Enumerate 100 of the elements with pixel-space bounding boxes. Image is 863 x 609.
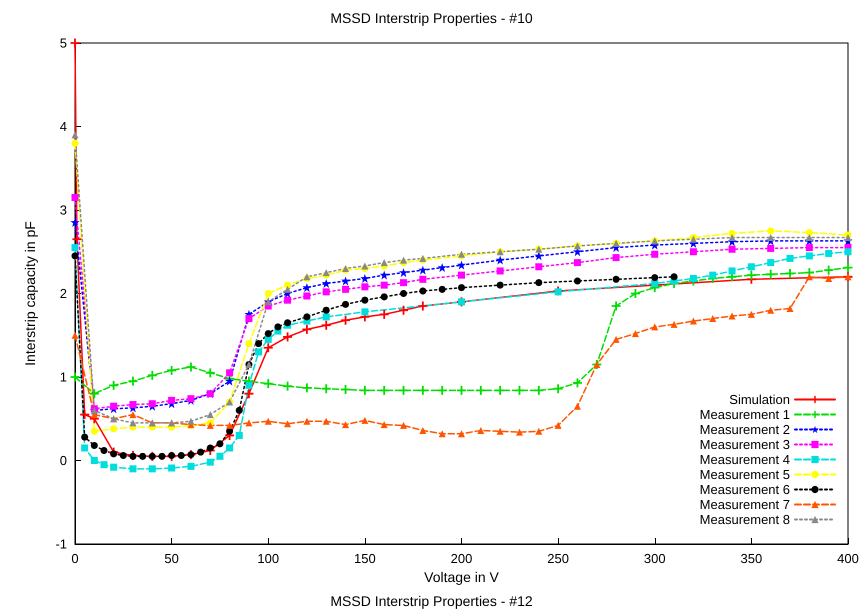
point (236, 432, 243, 439)
point (342, 421, 350, 428)
point (283, 332, 292, 342)
point (284, 319, 292, 326)
chart-title: MSSD Interstrip Properties - #10 (330, 10, 533, 26)
point (806, 252, 813, 260)
point (380, 282, 388, 289)
point (767, 234, 774, 242)
legend-label: Measurement 3 (700, 437, 790, 452)
point (360, 274, 370, 283)
point (767, 259, 774, 266)
point (400, 290, 408, 297)
point (80, 410, 90, 420)
point (81, 434, 88, 441)
x-tick-label: 250 (547, 551, 569, 566)
point (438, 386, 447, 395)
point (709, 272, 716, 279)
point (496, 256, 505, 265)
point (457, 386, 466, 395)
y-tick-label: 3 (60, 202, 67, 218)
point (206, 444, 214, 452)
point (226, 444, 234, 452)
point (322, 306, 330, 314)
point (728, 312, 736, 320)
y-tick-label: -1 (55, 536, 67, 552)
point (100, 461, 108, 468)
point (651, 250, 658, 258)
point (361, 296, 368, 304)
point (206, 458, 214, 466)
point (236, 406, 243, 414)
y-axis-title: Interstrip capacity in pF (22, 221, 38, 366)
point (806, 234, 813, 242)
point (72, 244, 78, 252)
point (496, 386, 505, 395)
point (178, 452, 185, 459)
point (748, 263, 755, 270)
point (418, 302, 428, 311)
point (72, 252, 78, 260)
point (110, 450, 118, 458)
point (264, 290, 272, 297)
point (302, 324, 312, 334)
x-tick-label: 200 (450, 551, 472, 566)
legend-label: Measurement 6 (700, 482, 790, 497)
point (284, 420, 292, 428)
point (535, 279, 542, 286)
point (274, 323, 282, 330)
point (806, 244, 813, 252)
point (72, 140, 78, 147)
point (572, 378, 582, 388)
point (322, 269, 330, 276)
point (399, 386, 408, 395)
point (245, 419, 252, 426)
point (380, 270, 389, 280)
point (496, 282, 504, 289)
y-tick-label: 0 (60, 453, 67, 468)
point (380, 310, 389, 319)
point (399, 268, 408, 278)
point (457, 260, 466, 270)
point (342, 300, 350, 308)
point (128, 376, 138, 386)
point (90, 457, 98, 464)
point (458, 284, 465, 292)
point (651, 280, 658, 287)
point (438, 430, 446, 438)
point (709, 315, 716, 322)
point (767, 306, 774, 314)
point (341, 276, 350, 286)
x-tick-label: 100 (257, 551, 280, 566)
point (419, 276, 426, 283)
point (361, 262, 368, 270)
point (129, 401, 136, 408)
point (690, 274, 697, 282)
point (612, 302, 621, 311)
point (554, 384, 563, 394)
legend-label: Measurement 7 (700, 497, 790, 512)
point (110, 402, 118, 410)
point (476, 386, 486, 395)
point (632, 330, 639, 338)
point (110, 425, 118, 432)
point (516, 428, 523, 436)
point (245, 340, 252, 348)
point (302, 383, 312, 392)
point (264, 336, 272, 343)
point (477, 426, 484, 434)
point (380, 421, 388, 428)
point (264, 330, 272, 338)
point (244, 389, 254, 398)
point (303, 292, 310, 300)
legend-label: Simulation (729, 392, 790, 407)
point (72, 194, 78, 201)
point (380, 259, 388, 266)
y-tick-label: 4 (60, 119, 67, 134)
point (197, 448, 204, 456)
point (322, 418, 330, 425)
legend-label: Measurement 4 (700, 452, 790, 467)
point (361, 308, 368, 316)
point (496, 428, 504, 435)
point (380, 386, 389, 395)
point (612, 254, 620, 262)
point (129, 419, 136, 426)
